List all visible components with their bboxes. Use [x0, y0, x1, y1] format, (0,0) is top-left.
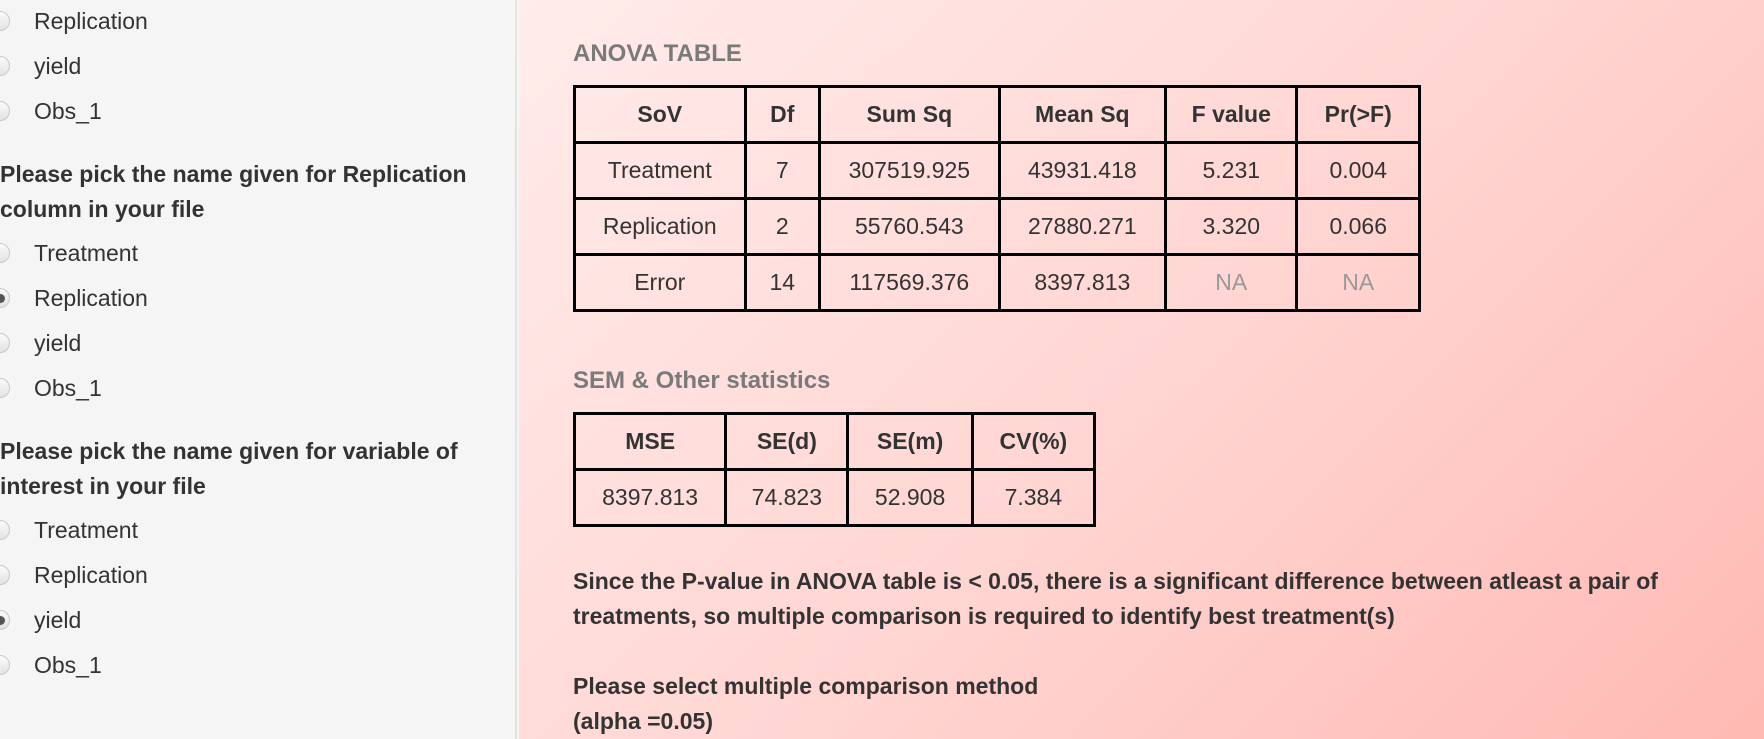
radio-option[interactable]: Obs_1 [0, 96, 102, 126]
table-cell: NA [1164, 253, 1299, 312]
radio-unchecked-icon[interactable] [0, 655, 10, 675]
column-header: SE(d) [724, 412, 850, 471]
question-label: Please pick the name given for variable … [0, 438, 458, 499]
table-cell: 7 [743, 141, 822, 200]
method-prompt-line2: (alpha =0.05) [573, 708, 713, 734]
conclusion-text: Since the P-value in ANOVA table is < 0.… [573, 568, 1658, 629]
radio-unchecked-icon[interactable] [0, 56, 10, 76]
column-header: Pr(>F) [1295, 85, 1421, 144]
column-header: CV(%) [970, 412, 1097, 471]
radio-label: Replication [34, 7, 148, 34]
radio-checked-icon[interactable] [0, 610, 10, 630]
table-cell: 14 [743, 253, 822, 312]
radio-option[interactable]: yield [0, 328, 81, 358]
sidebar: Replication yield Obs_1 Please pick the nam… [0, 0, 517, 739]
anova-title: ANOVA TABLE [573, 40, 742, 67]
radio-option[interactable]: Obs_1 [0, 373, 102, 403]
table-cell: 2 [743, 197, 822, 256]
table-cell: 55760.543 [818, 197, 1001, 256]
radio-checked-icon[interactable] [0, 288, 10, 308]
column-header: F value [1164, 85, 1299, 144]
table-cell: Error [573, 253, 747, 312]
table-cell: 307519.925 [818, 141, 1001, 200]
radio-label: Replication [34, 561, 148, 588]
radio-unchecked-icon[interactable] [0, 101, 10, 121]
column-header: Mean Sq [997, 85, 1168, 144]
table-cell: 27880.271 [997, 197, 1168, 256]
radio-unchecked-icon[interactable] [0, 520, 10, 540]
table-cell: 43931.418 [997, 141, 1168, 200]
sem-title: SEM & Other statistics [573, 367, 831, 394]
radio-label: yield [34, 606, 82, 633]
question-label: Please pick the name given for Replicati… [0, 161, 467, 222]
table-cell: 0.004 [1295, 141, 1421, 200]
table-cell: 0.066 [1295, 197, 1421, 256]
radio-label: Obs_1 [34, 374, 102, 401]
radio-label: Obs_1 [34, 651, 102, 678]
radio-label: Obs_1 [34, 97, 102, 124]
sem-table: MSE SE(d) SE(m) CV(%) 8397.813 74.823 52.908 7.… [572, 412, 1097, 527]
header-row: SoV Df Sum Sq Mean Sq F value Pr(>F) [573, 85, 1421, 144]
anova-table: SoV Df Sum Sq Mean Sq F value Pr(>F) Treatment… [573, 85, 1421, 312]
radio-option[interactable]: yield [0, 51, 81, 81]
radio-unchecked-icon[interactable] [0, 11, 10, 31]
radio-label: Replication [34, 284, 148, 311]
radio-option[interactable]: Obs_1 [0, 650, 102, 680]
header-row: MSE SE(d) SE(m) CV(%) [572, 412, 1097, 471]
radio-option[interactable]: Replication [0, 560, 148, 590]
table-cell: 117569.376 [818, 253, 1001, 312]
radio-option[interactable]: Replication [0, 283, 148, 313]
radio-option[interactable]: Replication [0, 6, 148, 36]
table-row: Treatment 7 307519.925 43931.418 5.231 0.004 [573, 141, 1421, 200]
table-row: Replication 2 55760.543 27880.271 3.320 0.066 [573, 197, 1421, 256]
table-cell: 8397.813 [572, 468, 728, 527]
column-header: SE(m) [846, 412, 974, 471]
radio-option[interactable]: yield [0, 605, 81, 635]
radio-label: Treatment [34, 516, 138, 543]
table-cell: 8397.813 [997, 253, 1168, 312]
table-row: Error 14 117569.376 8397.813 NA NA [573, 253, 1421, 312]
column-header: SoV [573, 85, 747, 144]
method-prompt-line1: Please select multiple comparison method [573, 673, 1039, 699]
radio-unchecked-icon[interactable] [0, 333, 10, 353]
radio-label: yield [34, 329, 82, 356]
column-header: MSE [572, 412, 728, 471]
table-cell: 3.320 [1164, 197, 1299, 256]
radio-option[interactable]: Treatment [0, 515, 138, 545]
radio-label: yield [34, 52, 82, 79]
table-cell: 52.908 [846, 468, 974, 527]
radio-unchecked-icon[interactable] [0, 378, 10, 398]
main-panel: ANOVA TABLE SoV Df Sum Sq Mean Sq F value Pr(… [519, 0, 1764, 739]
table-cell: Replication [573, 197, 747, 256]
table-cell: 74.823 [724, 468, 850, 527]
table-cell: 7.384 [970, 468, 1097, 527]
column-header: Sum Sq [818, 85, 1001, 144]
radio-unchecked-icon[interactable] [0, 565, 10, 585]
radio-label: Treatment [34, 239, 138, 266]
table-cell: Treatment [573, 141, 747, 200]
table-cell: NA [1295, 253, 1421, 312]
column-header: Df [743, 85, 822, 144]
table-cell: 5.231 [1164, 141, 1299, 200]
radio-option[interactable]: Treatment [0, 238, 138, 268]
table-row: 8397.813 74.823 52.908 7.384 [572, 468, 1097, 527]
radio-unchecked-icon[interactable] [0, 243, 10, 263]
